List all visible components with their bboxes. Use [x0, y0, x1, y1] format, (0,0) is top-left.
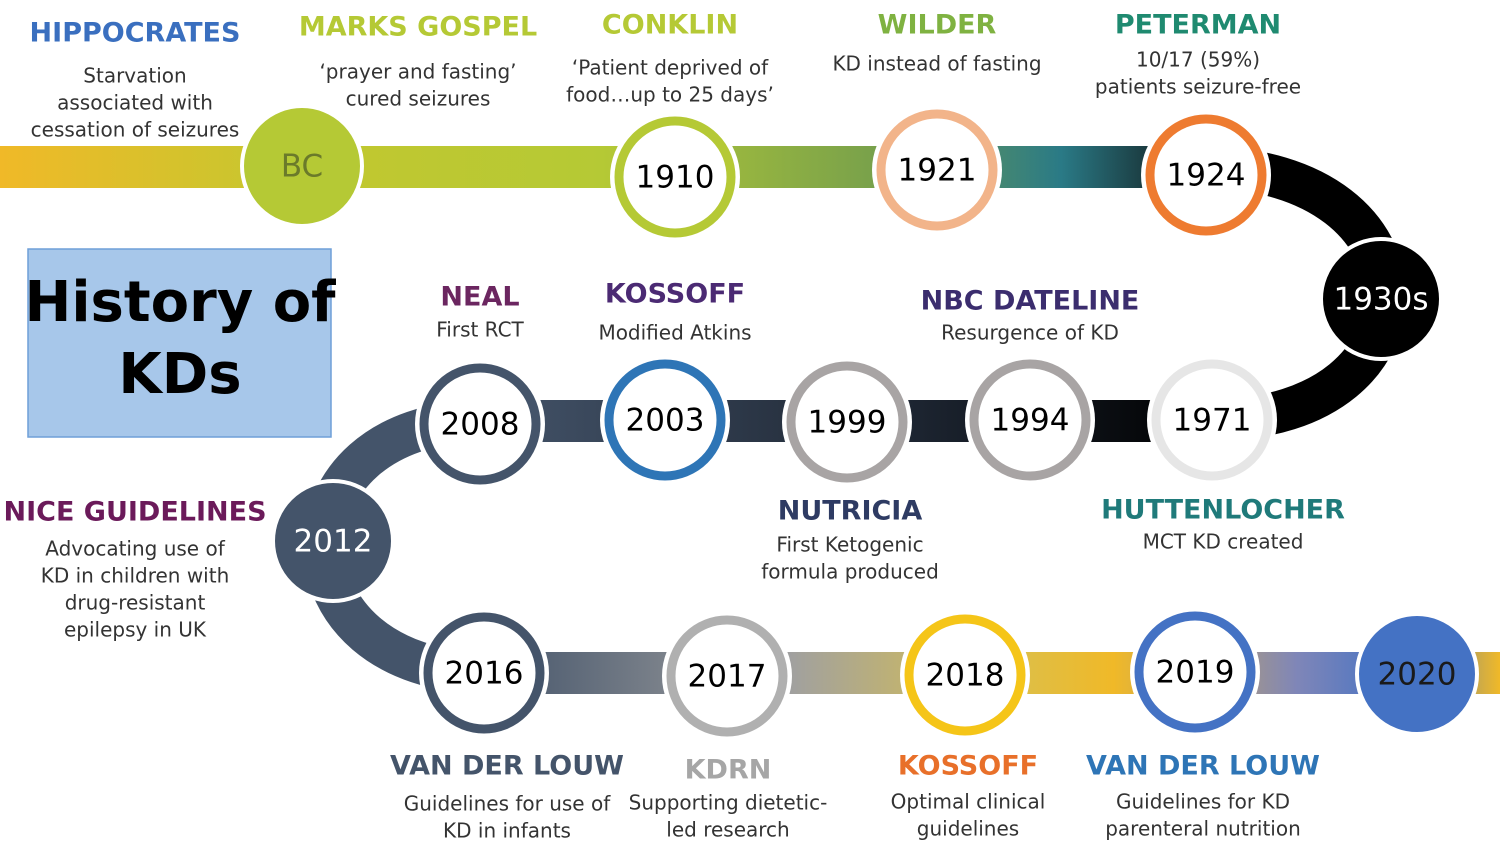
event-heading: VAN DER LOUW [1086, 751, 1320, 782]
title: History of [24, 270, 336, 335]
title: KDs [118, 342, 241, 407]
milestone-circle [876, 109, 998, 231]
milestone-circle [1355, 612, 1479, 736]
event-heading: CONKLIN [602, 10, 738, 41]
event-description: Guidelines for KD [1116, 790, 1290, 814]
event-heading: MARKS GOSPEL [299, 12, 537, 43]
milestone: 2020 [1355, 612, 1479, 736]
event-description: ‘Patient deprived of [572, 56, 769, 80]
milestone-label: 1921 [898, 153, 977, 189]
event-heading: NBC DATELINE [921, 286, 1140, 317]
event-description: led research [666, 818, 789, 842]
milestone-label: 2008 [441, 407, 520, 443]
event-description: Starvation [83, 64, 186, 88]
event-heading: KDRN [685, 755, 772, 786]
milestone-label: 1994 [991, 403, 1070, 439]
event-description: associated with [57, 91, 213, 115]
milestone-circle [1145, 114, 1267, 236]
milestone-label: 1971 [1173, 403, 1252, 439]
event-description: Optimal clinical [891, 790, 1046, 814]
milestone: 1910 [610, 112, 740, 242]
milestone-label: 2003 [626, 403, 705, 439]
milestone-circle [614, 116, 736, 238]
event-description: First RCT [436, 318, 524, 342]
milestone: 2016 [419, 608, 549, 738]
track-segment [0, 146, 1210, 188]
milestone-circle [666, 615, 788, 737]
event-description: patients seizure-free [1095, 75, 1301, 99]
milestone-circle [604, 359, 726, 481]
event-heading: WILDER [878, 10, 997, 41]
milestone-circle [1134, 611, 1256, 733]
event-description: Modified Atkins [598, 321, 751, 345]
milestone: 1930s [1319, 237, 1443, 361]
milestone-circle [423, 612, 545, 734]
milestone: 2019 [1130, 607, 1260, 737]
milestone: 1921 [872, 105, 1002, 235]
event-description: First Ketogenic [776, 533, 923, 557]
milestone: BC [240, 104, 364, 228]
milestone: 1924 [1141, 110, 1271, 240]
event-description: parenteral nutrition [1105, 817, 1301, 841]
milestone-label: 2018 [926, 658, 1005, 694]
milestone-label: 2012 [294, 524, 373, 560]
event-heading: NICE GUIDELINES [3, 497, 266, 528]
event-description: MCT KD created [1143, 530, 1304, 554]
title-box [27, 248, 332, 438]
milestone: 2008 [415, 359, 545, 489]
event-description: cured seizures [346, 87, 491, 111]
event-description: food…up to 25 days’ [566, 83, 774, 107]
milestone: 1999 [782, 357, 912, 487]
milestone: 2017 [662, 611, 792, 741]
milestone-label: 1910 [636, 160, 715, 196]
milestone: 2003 [600, 355, 730, 485]
content: History of KDs BC HIPPOCRATES Starvation asso… [3, 10, 1479, 843]
event-heading: NEAL [440, 282, 519, 313]
milestone-circle [419, 363, 541, 485]
event-heading: NUTRICIA [778, 496, 923, 527]
milestone-circle [904, 614, 1026, 736]
milestone-circle [240, 104, 364, 228]
event-description: cessation of seizures [31, 118, 240, 142]
milestone-label: 2016 [445, 656, 524, 692]
event-heading: VAN DER LOUW [390, 751, 624, 782]
milestone: 2018 [900, 610, 1030, 740]
milestone: 1971 [1147, 355, 1277, 485]
milestone-circle [969, 359, 1091, 481]
event-description: drug-resistant [65, 591, 206, 615]
milestone-label: 2017 [688, 659, 767, 695]
event-description: formula produced [761, 560, 939, 584]
milestone: 2012 [271, 479, 395, 603]
milestone: 1994 [965, 355, 1095, 485]
event-description: 10/17 (59%) [1136, 48, 1260, 72]
event-description: Guidelines for use of [404, 792, 611, 816]
milestone-circle [1319, 237, 1443, 361]
event-heading: KOSSOFF [898, 751, 1038, 782]
milestone-circle [271, 479, 395, 603]
milestone-label: BC [281, 149, 323, 185]
event-description: epilepsy in UK [64, 618, 207, 642]
event-description: KD instead of fasting [832, 52, 1041, 76]
event-description: KD in infants [443, 819, 571, 843]
event-heading: HUTTENLOCHER [1101, 495, 1345, 526]
event-heading: HIPPOCRATES [30, 18, 241, 49]
milestone-label: 2020 [1378, 657, 1457, 693]
event-description: KD in children with [41, 564, 230, 588]
event-description: Advocating use of [45, 537, 225, 561]
milestone-label: 1924 [1167, 158, 1246, 194]
milestone-label: 1930s [1333, 282, 1428, 318]
milestone-label: 1999 [808, 405, 887, 441]
event-heading: PETERMAN [1115, 10, 1281, 41]
milestone-circle [1151, 359, 1273, 481]
event-description: Resurgence of KD [941, 321, 1119, 345]
event-heading: KOSSOFF [605, 279, 745, 310]
event-description: Supporting dietetic- [629, 791, 828, 815]
event-description: guidelines [917, 817, 1019, 841]
milestone-label: 2019 [1156, 655, 1235, 691]
milestone-circle [786, 361, 908, 483]
event-description: ‘prayer and fasting’ [319, 60, 516, 84]
